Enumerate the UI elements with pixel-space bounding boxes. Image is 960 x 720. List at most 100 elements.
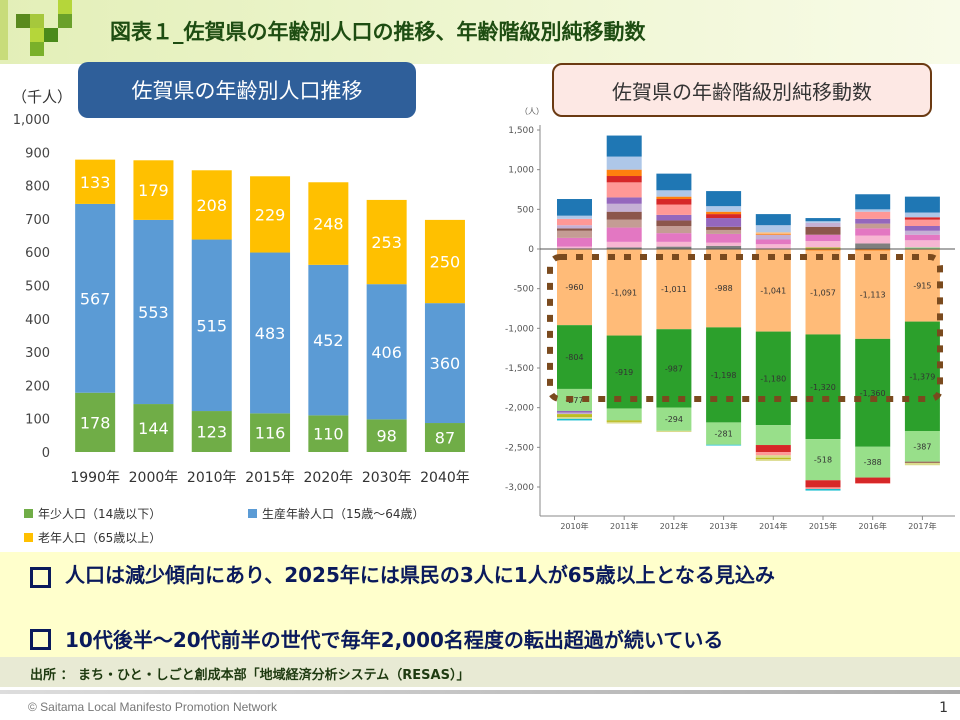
bar-segment <box>606 219 642 228</box>
bar-segment <box>805 226 841 235</box>
data-label: -518 <box>814 456 832 465</box>
bar-segment <box>606 249 642 336</box>
x-tick-label: 1990年 <box>70 470 120 486</box>
y-tick-label: -2,000 <box>505 404 534 414</box>
bar-segment <box>557 230 592 238</box>
x-tick-label: 2040年 <box>420 470 470 486</box>
bar-segment <box>557 225 592 229</box>
y-tick-label: 700 <box>25 213 50 228</box>
bar-segment <box>656 225 692 234</box>
bar-segment <box>656 190 692 197</box>
x-tick-label: 2010年 <box>560 521 588 531</box>
bar-segment <box>755 331 791 426</box>
bar-segment <box>706 214 742 219</box>
data-label: 250 <box>430 253 461 272</box>
bar-segment <box>855 243 891 249</box>
data-label: 116 <box>255 424 286 443</box>
bar-segment <box>250 252 291 414</box>
bar-segment <box>308 182 349 265</box>
x-tick-label: 2012年 <box>660 521 688 531</box>
bar-segment <box>606 227 642 242</box>
bar-segment <box>606 176 642 183</box>
bar-segment <box>656 407 692 431</box>
bar-segment <box>706 191 742 207</box>
data-label: 208 <box>196 196 227 215</box>
y-tick-label: -500 <box>514 285 535 295</box>
bar-segment <box>855 228 891 236</box>
page-number: 1 <box>939 700 948 716</box>
bar-segment <box>805 488 841 491</box>
bar-segment <box>606 241 642 248</box>
bar-segment <box>855 446 891 478</box>
bar-segment <box>606 182 642 198</box>
bar-segment <box>904 462 940 466</box>
y-tick-label: -3,000 <box>505 483 534 493</box>
bar-segment <box>904 461 940 463</box>
data-label: 144 <box>138 419 169 438</box>
y-tick-label: 1,000 <box>508 166 534 176</box>
bar-segment <box>133 219 174 405</box>
bar-segment <box>424 303 465 424</box>
bar-segment <box>606 421 642 424</box>
bar-segment <box>855 194 891 210</box>
data-label: 483 <box>255 324 286 343</box>
y-tick-label: 1,500 <box>508 126 534 136</box>
data-label: -919 <box>615 368 633 377</box>
right-panel-title: 佐賀県の年齢階級別純移動数 <box>552 63 932 117</box>
source-note: 出所 ： まち・ひと・しごと創成本部「地域経済分析システム（RESAS）」 <box>0 657 960 687</box>
summary-bullet-2: 10代後半～20代前半の世代で毎年2,000名程度の転出超過が続いている <box>30 624 723 653</box>
bar-segment <box>706 218 742 227</box>
bar-segment <box>855 218 891 224</box>
data-label: 360 <box>430 354 461 373</box>
bar-segment <box>904 217 940 220</box>
bar-segment <box>805 439 841 481</box>
data-label: -387 <box>913 442 931 451</box>
x-tick-label: 2017年 <box>908 521 936 531</box>
data-label: -987 <box>665 364 683 373</box>
bar-segment <box>706 422 742 445</box>
x-tick-label: 2030年 <box>362 470 412 486</box>
bar-segment <box>805 480 841 488</box>
bar-segment <box>366 419 407 452</box>
data-label: 452 <box>313 331 344 350</box>
bar-segment <box>706 242 742 246</box>
bar-segment <box>805 241 841 248</box>
bar-segment <box>656 249 692 330</box>
bar-segment <box>557 218 592 226</box>
y-tick-label: 1,000 <box>13 113 50 128</box>
x-tick-label: 2015年 <box>809 521 837 531</box>
bar-segment <box>706 206 742 212</box>
y-tick-label: -1,000 <box>505 324 534 334</box>
data-label: -1,180 <box>760 374 786 383</box>
data-label: 406 <box>371 343 402 362</box>
y-tick-label: 900 <box>25 146 50 161</box>
bar-segment <box>308 415 349 452</box>
bar-segment <box>904 430 940 462</box>
bar-segment <box>855 483 891 484</box>
bar-segment <box>606 156 642 170</box>
bar-segment <box>904 230 940 235</box>
bar-segment <box>606 211 642 220</box>
square-bullet-icon <box>30 629 51 650</box>
bar-segment <box>706 211 742 215</box>
bar-segment <box>557 388 592 411</box>
bar-segment <box>656 241 692 247</box>
data-label: 567 <box>80 289 111 308</box>
data-label: -915 <box>913 281 931 290</box>
source-text: 出所 ： まち・ひと・しごと創成本部「地域経済分析システム（RESAS）」 <box>30 668 470 683</box>
legend-swatch <box>248 509 257 518</box>
bar-segment <box>805 247 841 249</box>
bar-segment <box>904 219 940 226</box>
bar-segment <box>706 444 742 446</box>
y-tick-label: 600 <box>25 246 50 261</box>
y-tick-label: 0 <box>42 446 50 461</box>
y-tick-label: 500 <box>25 280 50 295</box>
bar-segment <box>656 196 692 200</box>
x-tick-label: 2011年 <box>610 521 638 531</box>
data-label: 123 <box>196 423 227 442</box>
data-label: -1,198 <box>711 371 737 380</box>
bar-segment <box>191 239 232 412</box>
bar-segment <box>75 203 116 393</box>
y-axis-label: （人） <box>520 107 544 116</box>
data-label: -1,041 <box>760 286 786 295</box>
